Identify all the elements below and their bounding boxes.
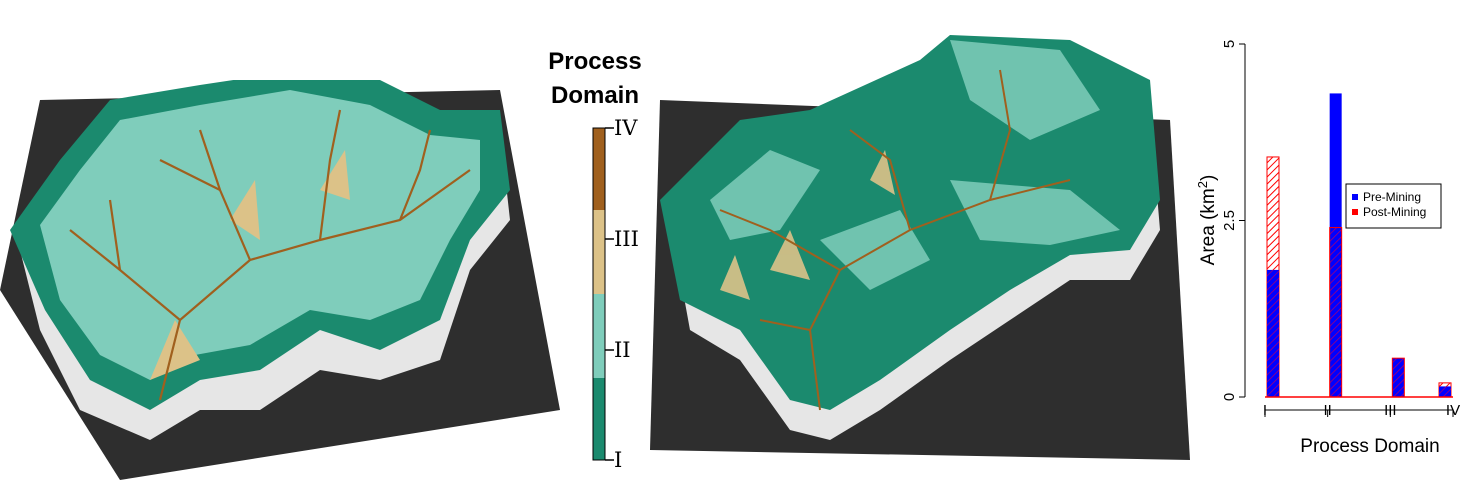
bar-pre-mining-I: [1267, 269, 1279, 397]
legend-entry-post-mining: Post-Mining: [1363, 205, 1426, 219]
legend-label-iii: III: [614, 227, 639, 251]
legend-entry-pre-mining: Pre-Mining: [1363, 190, 1421, 204]
terrain-right-svg: [650, 35, 1190, 460]
chart-legend-box: [1345, 183, 1442, 229]
x-tick-label: III: [1384, 402, 1397, 419]
terrain-channels-domain-iv: [719, 69, 1071, 411]
terrain-left-svg: [0, 70, 560, 480]
legend-label-iv: IV: [614, 116, 638, 140]
x-tick-label: I: [1263, 402, 1267, 419]
legend-colorbar: [592, 127, 614, 461]
x-tick-label: IV: [1446, 402, 1460, 419]
legend-title-line2: Domain: [550, 82, 639, 109]
terrain-map-pre-mining: [0, 70, 560, 480]
y-tick-label: 2.5: [1221, 210, 1238, 231]
legend-label-ii: II: [614, 338, 631, 362]
legend-colorbar-border: [592, 127, 606, 461]
terrain-surface-domain-ii: [40, 90, 480, 380]
legend-swatch-iv: [593, 128, 605, 210]
legend-title-line1: Process: [548, 48, 642, 75]
legend-swatch-i: [593, 378, 605, 460]
legend-swatch-iii: [593, 210, 605, 294]
bar-pre-mining-IV: [1439, 386, 1451, 397]
x-axis-title: Process Domain: [1300, 436, 1439, 457]
y-tick-label: 5: [1221, 40, 1238, 48]
legend-swatch-pre-mining: [1352, 194, 1358, 200]
bar-post-mining-II: [1329, 227, 1343, 398]
legend-swatch-post-mining: [1352, 209, 1358, 215]
bar-post-mining-III: [1391, 357, 1405, 398]
y-tick-label: 0: [1221, 393, 1238, 401]
area-bar-chart: 0 2.5 5 I II III IV Process Domain Area (km2) Pre…: [1190, 20, 1483, 480]
x-tick-label: II: [1323, 402, 1331, 419]
y-axis-title: Area (km2): [1195, 175, 1219, 266]
process-domain-legend: Process Domain IV III II I: [530, 40, 670, 480]
legend-swatch-ii: [593, 294, 605, 378]
terrain-hollows-domain-iii: [720, 150, 895, 300]
terrain-channels-domain-iv: [69, 109, 471, 401]
terrain-map-post-mining: [650, 30, 1190, 480]
legend-label-i: I: [614, 448, 623, 472]
